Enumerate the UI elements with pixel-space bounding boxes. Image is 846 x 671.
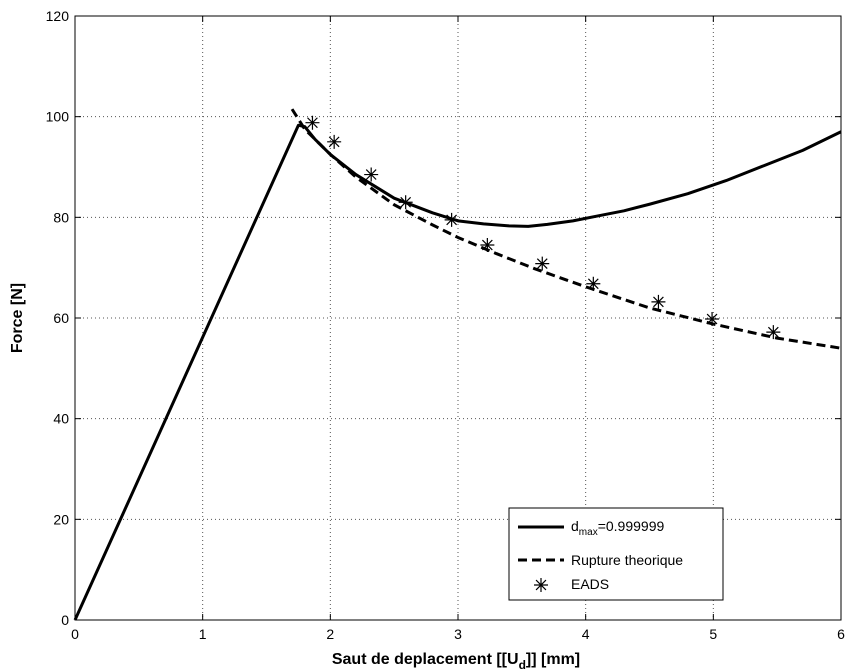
x-tick-label: 4 bbox=[582, 626, 590, 642]
y-tick-label: 40 bbox=[53, 411, 69, 427]
y-tick-label: 20 bbox=[53, 511, 69, 527]
rupture-theorique-line bbox=[290, 108, 842, 350]
eads-data-point bbox=[535, 256, 550, 271]
legend-label-rupture: Rupture theorique bbox=[571, 552, 683, 568]
legend-marker-eads bbox=[534, 578, 548, 592]
x-tick-label: 3 bbox=[454, 626, 462, 642]
plot-frame bbox=[74, 15, 842, 621]
eads-data-point bbox=[327, 134, 342, 149]
y-tick-label: 60 bbox=[53, 310, 69, 326]
eads-data-point bbox=[398, 195, 413, 210]
eads-data-point bbox=[480, 238, 495, 253]
eads-data-point bbox=[705, 312, 720, 327]
legend-star-icon bbox=[534, 578, 548, 592]
y-tick-label: 120 bbox=[46, 8, 70, 24]
x-axis-label: Saut de deplacement [[Ud]] [mm] bbox=[332, 651, 580, 671]
eads-data-point bbox=[444, 212, 459, 227]
legend: dmax=0.999999 Rupture theorique EADS bbox=[508, 507, 724, 601]
eads-data-point bbox=[305, 115, 320, 130]
y-tick-label: 0 bbox=[61, 612, 69, 628]
y-axis-label: Force [N] bbox=[9, 283, 26, 353]
x-tick-label: 2 bbox=[326, 626, 334, 642]
eads-data-point bbox=[766, 325, 781, 340]
legend-label-dmax: dmax=0.999999 bbox=[571, 518, 664, 538]
y-tick-label: 80 bbox=[53, 209, 69, 225]
x-tick-label: 6 bbox=[837, 626, 845, 642]
x-tick-label: 5 bbox=[709, 626, 717, 642]
eads-data-point bbox=[651, 294, 666, 309]
x-tick-label: 1 bbox=[199, 626, 207, 642]
legend-label-eads: EADS bbox=[571, 576, 609, 592]
series-layer bbox=[73, 108, 842, 621]
grid bbox=[75, 16, 841, 620]
eads-data-point bbox=[364, 167, 379, 182]
y-tick-label: 100 bbox=[46, 109, 70, 125]
eads-data-point bbox=[586, 276, 601, 291]
x-tick-label: 0 bbox=[71, 626, 79, 642]
